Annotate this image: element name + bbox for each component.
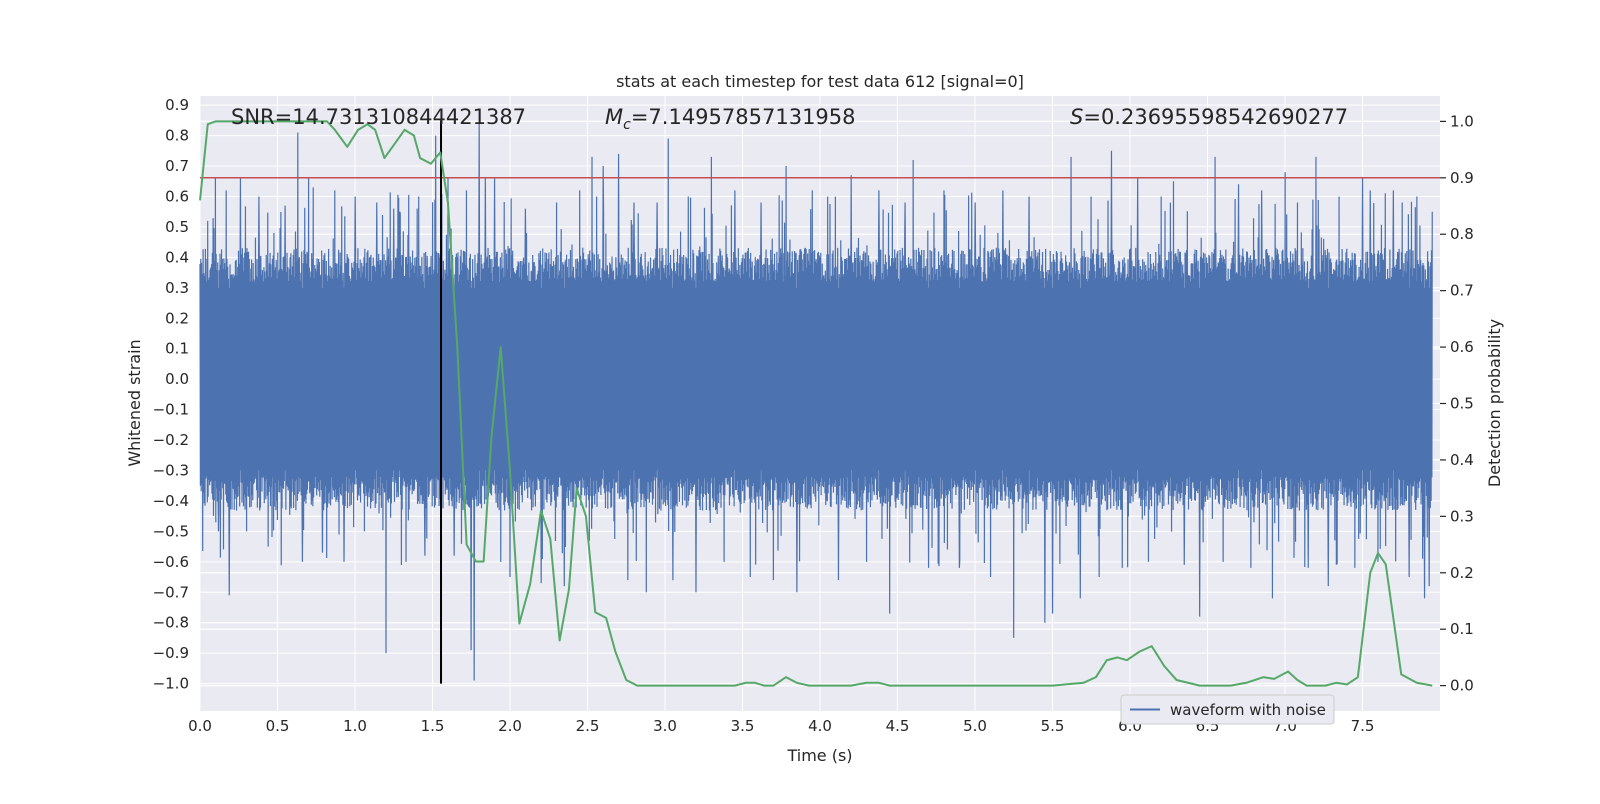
y-tick-label: 0.0 [165,370,189,388]
y-tick-label: 0.4 [165,248,189,266]
x-tick-label: 7.5 [1351,717,1375,735]
chirp-mass-annotation: Mc=7.14957857131958 [605,105,856,133]
y-tick-label: 0.5 [165,218,189,236]
x-tick-label: 0.5 [266,717,290,735]
right-y-tick-label: 0.4 [1450,451,1474,469]
right-y-tick-label: 0.9 [1450,169,1474,187]
snr-annotation: SNR=14.731310844421387 [231,105,526,129]
y-tick-label: −0.8 [153,614,189,632]
right-y-tick-label: 0.2 [1450,564,1474,582]
chirp-mass-value: =7.14957857131958 [631,105,856,129]
x-tick-label: 0.0 [188,717,212,735]
y-tick-label: −0.3 [153,461,189,479]
x-tick-label: 4.5 [886,717,910,735]
right-y-tick-label: 0.0 [1450,677,1474,695]
right-y-tick-label: 1.0 [1450,112,1474,130]
x-tick-label: 5.5 [1041,717,1065,735]
x-tick-label: 1.0 [343,717,367,735]
y-tick-label: 0.7 [165,157,189,175]
right-y-axis-ticks: 1.0 0.9 0.8 0.7 0.6 0.5 0.4 0.3 0.2 0.1 0.0 [1440,112,1474,695]
y-axis-label: Whitened strain [125,339,144,466]
chart-title: stats at each timestep for test data 612… [616,72,1024,91]
s-annotation: S=0.23695598542690277 [1070,105,1348,129]
probability-series [199,120,1433,687]
y-tick-label: −0.9 [153,644,189,662]
legend-label-waveform: waveform with noise [1170,701,1326,719]
s-value: =0.23695598542690277 [1083,105,1348,129]
y-tick-label: 0.8 [165,127,189,145]
y-axis-ticks: 0.9 0.8 0.7 0.6 0.5 0.4 0.3 0.2 0.1 0.0 −0.1 −0.2 −0… [153,96,189,692]
x-tick-label: 1.5 [421,717,445,735]
probability-line [199,120,1433,687]
legend: waveform with noise [1120,694,1335,725]
x-axis-label: Time (s) [786,746,852,765]
x-tick-label: 3.5 [731,717,755,735]
chirp-mass-symbol: M [605,105,623,129]
s-symbol: S [1070,105,1083,129]
y-tick-label: −0.4 [153,492,189,510]
y-tick-label: −0.2 [153,431,189,449]
x-tick-label: 2.0 [498,717,522,735]
right-y-tick-label: 0.1 [1450,620,1474,638]
right-y-axis-label: Detection probability [1485,319,1504,487]
y-tick-label: 0.3 [165,279,189,297]
x-tick-label: 5.0 [963,717,987,735]
y-tick-label: 0.6 [165,187,189,205]
y-tick-label: 0.2 [165,309,189,327]
right-y-tick-label: 0.6 [1450,338,1474,356]
chirp-mass-subscript: c [623,117,631,133]
right-y-tick-label: 0.8 [1450,225,1474,243]
y-tick-label: −1.0 [153,675,189,693]
y-tick-label: −0.5 [153,522,189,540]
waveform-series [199,123,1433,681]
y-tick-label: −0.6 [153,553,189,571]
right-y-tick-label: 0.3 [1450,507,1474,525]
x-tick-label: 4.0 [808,717,832,735]
x-tick-label: 3.0 [653,717,677,735]
y-tick-label: −0.7 [153,583,189,601]
right-y-tick-label: 0.5 [1450,395,1474,413]
right-y-tick-label: 0.7 [1450,282,1474,300]
x-tick-label: 2.5 [576,717,600,735]
y-tick-label: 0.9 [165,96,189,114]
legend-box [1120,694,1335,725]
y-tick-label: 0.1 [165,340,189,358]
y-tick-label: −0.1 [153,401,189,419]
waveform-core-band [200,287,1433,471]
